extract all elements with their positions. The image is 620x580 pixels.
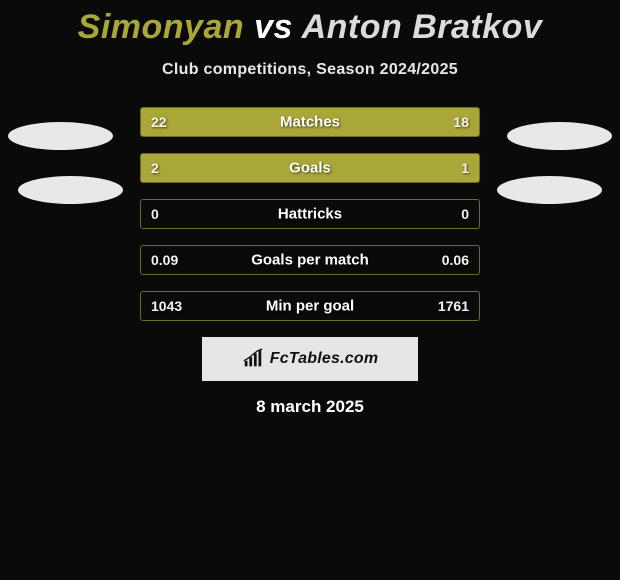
brand-text: FcTables.com xyxy=(270,350,379,368)
stat-label: Hattricks xyxy=(278,206,342,223)
stat-value-right: 0.06 xyxy=(442,252,469,268)
stat-value-right: 1 xyxy=(461,160,469,176)
stat-label: Goals xyxy=(289,160,331,177)
stat-value-left: 0.09 xyxy=(151,252,178,268)
stat-label: Matches xyxy=(280,114,340,131)
brand-box: FcTables.com xyxy=(202,337,418,381)
title-vs: vs xyxy=(254,8,293,46)
stat-value-right: 1761 xyxy=(438,298,469,314)
stat-label: Min per goal xyxy=(266,298,354,315)
title-player1: Simonyan xyxy=(78,8,244,46)
stat-row: 0 0 Hattricks xyxy=(140,199,480,229)
comparison-chart: 22 18 Matches 2 1 Goals 0 0 Hattricks 0.09 0.06 Goa… xyxy=(140,107,480,321)
stat-value-left: 1043 xyxy=(151,298,182,314)
stat-value-left: 22 xyxy=(151,114,167,130)
page-title: Simonyan vs Anton Bratkov xyxy=(0,0,620,47)
stat-row: 2 1 Goals xyxy=(140,153,480,183)
subtitle: Club competitions, Season 2024/2025 xyxy=(0,61,620,79)
player1-marker-icon xyxy=(8,122,113,150)
date-label: 8 march 2025 xyxy=(0,397,620,417)
stat-value-left: 0 xyxy=(151,206,159,222)
stat-value-right: 0 xyxy=(461,206,469,222)
stat-value-right: 18 xyxy=(453,114,469,130)
stat-row: 1043 1761 Min per goal xyxy=(140,291,480,321)
player2-marker-icon xyxy=(507,122,612,150)
stat-row: 0.09 0.06 Goals per match xyxy=(140,245,480,275)
stat-row: 22 18 Matches xyxy=(140,107,480,137)
stat-value-left: 2 xyxy=(151,160,159,176)
title-player2: Anton Bratkov xyxy=(302,8,543,46)
stat-label: Goals per match xyxy=(251,252,369,269)
bar-chart-icon xyxy=(242,348,264,370)
player1-marker-icon xyxy=(18,176,123,204)
player2-marker-icon xyxy=(497,176,602,204)
